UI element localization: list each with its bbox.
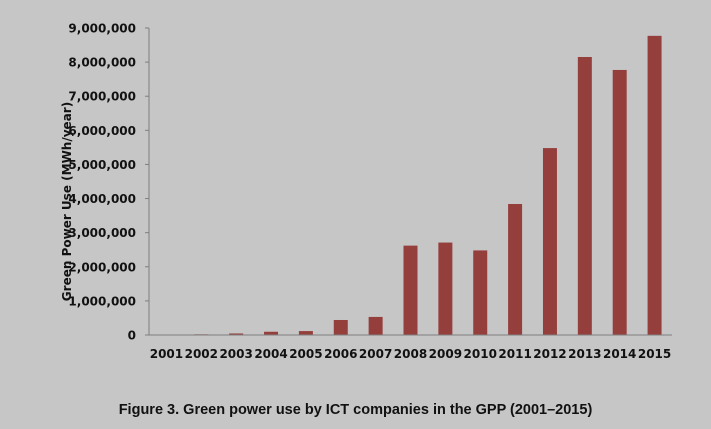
- x-tick-label: 2011: [498, 347, 531, 361]
- bar-2008: [403, 245, 418, 335]
- bar-2015: [647, 35, 662, 336]
- bar-2004: [264, 331, 279, 335]
- x-tick-label: 2015: [638, 347, 671, 361]
- bar-2007: [368, 316, 383, 335]
- bar-2005: [298, 331, 313, 335]
- bar-2010: [473, 250, 488, 335]
- x-tick-label: 2006: [324, 347, 357, 361]
- x-axis-labels: 2001 2002 2003 2004 2005 2006 2007 2008 2009 2010…: [150, 347, 672, 361]
- x-tick-label: 2014: [603, 347, 636, 361]
- bar-2011: [508, 204, 523, 335]
- x-tick-label: 2012: [533, 347, 566, 361]
- y-tick-label: 7,000,000: [68, 90, 136, 104]
- bar-2006: [333, 319, 348, 335]
- x-tick-label: 2004: [254, 347, 287, 361]
- x-tick-label: 2007: [359, 347, 392, 361]
- x-tick-label: 2013: [568, 347, 601, 361]
- bar-2003: [229, 333, 244, 335]
- x-tick-label: 2009: [429, 347, 462, 361]
- y-tick-label: 4,000,000: [68, 192, 136, 206]
- x-tick-label: 2005: [289, 347, 322, 361]
- y-tick-label: 6,000,000: [68, 124, 136, 138]
- y-tick-label: 2,000,000: [68, 260, 136, 274]
- y-tick-label: 0: [128, 329, 136, 343]
- bars: [159, 35, 662, 336]
- y-tick-label: 5,000,000: [68, 158, 136, 172]
- bar-2009: [438, 242, 453, 335]
- y-tick-label: 3,000,000: [68, 226, 136, 240]
- y-tick-label: 1,000,000: [68, 294, 136, 308]
- bar-2014: [612, 69, 627, 335]
- x-tick-label: 2008: [394, 347, 427, 361]
- figure-caption: Figure 3. Green power use by ICT compani…: [118, 402, 593, 418]
- y-axis-ticks: 0 1,000,000 2,000,000 3,000,000 4,000,000 5,0…: [68, 22, 149, 343]
- bar-2013: [577, 56, 592, 335]
- x-tick-label: 2002: [185, 347, 218, 361]
- x-tick-label: 2010: [464, 347, 497, 361]
- x-tick-label: 2003: [219, 347, 252, 361]
- y-axis-title: Green Power Use (MWh/year): [60, 102, 74, 301]
- x-tick-label: 2001: [150, 347, 183, 361]
- bar-chart: 0 1,000,000 2,000,000 3,000,000 4,000,000 5,0…: [60, 22, 672, 361]
- bar-2012: [542, 148, 557, 335]
- y-tick-label: 9,000,000: [68, 22, 136, 36]
- y-tick-label: 8,000,000: [68, 56, 136, 70]
